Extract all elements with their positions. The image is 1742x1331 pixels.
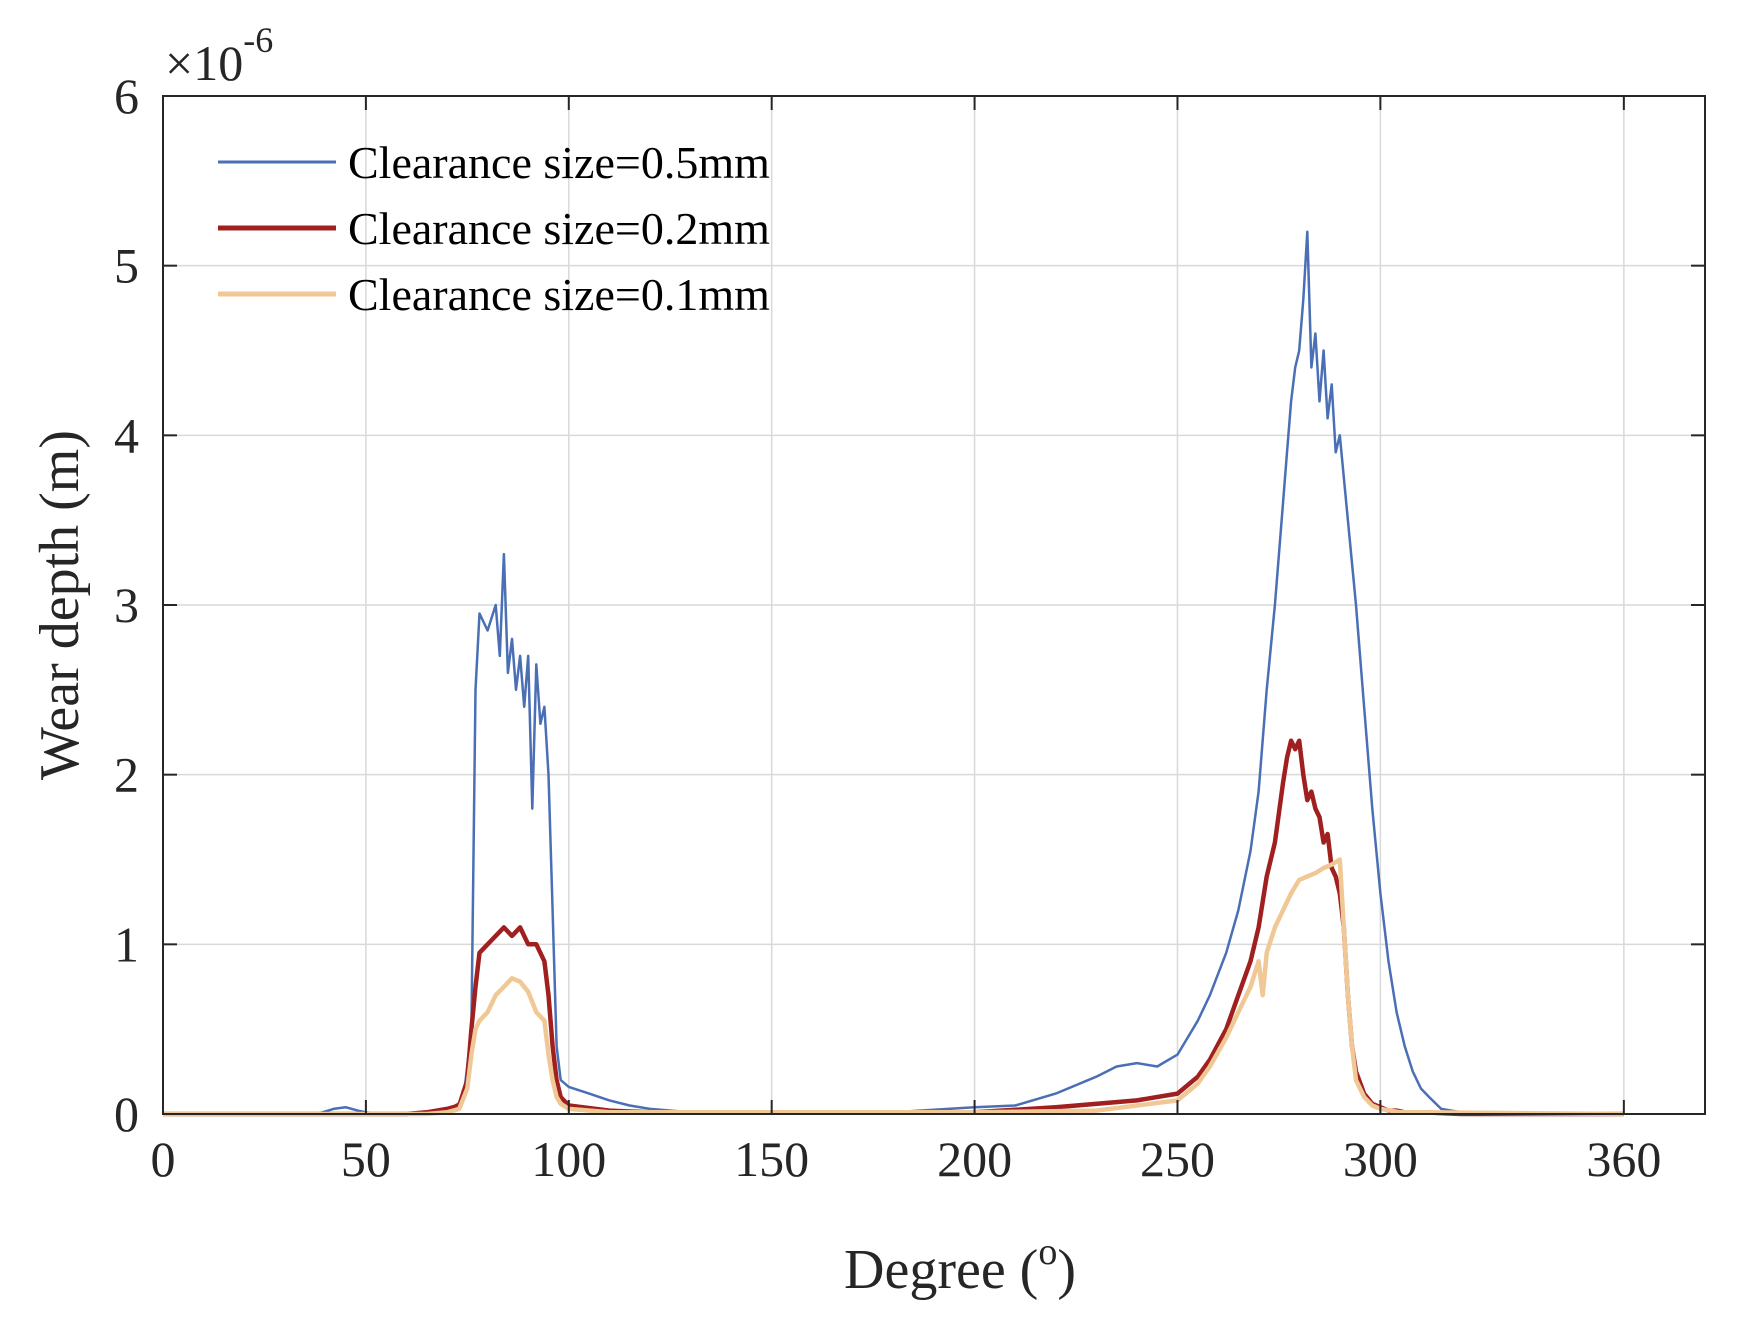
series-line-1 (163, 230, 1624, 1116)
x-tick-label: 360 (1586, 1131, 1661, 1187)
legend: Clearance size=0.5mm Clearance size=0.2mm… (218, 137, 770, 320)
x-tick-label: 50 (341, 1131, 391, 1187)
y-tick-label: 0 (114, 1086, 139, 1142)
x-tick-label: 0 (151, 1131, 176, 1187)
y-exponent-power: -6 (243, 20, 273, 60)
grid-lines (163, 96, 1705, 1114)
x-tick-label: 150 (734, 1131, 809, 1187)
x-tick-label: 200 (937, 1131, 1012, 1187)
y-tick-label: 6 (114, 68, 139, 124)
x-axis-title-degree: o (1038, 1231, 1057, 1273)
x-tick-label: 300 (1343, 1131, 1418, 1187)
y-tick-label: 1 (114, 916, 139, 972)
legend-label-3: Clearance size=0.1mm (348, 269, 770, 320)
y-tick-label: 3 (114, 577, 139, 633)
y-tick-label: 2 (114, 747, 139, 803)
y-axis-title: Wear depth (m) (29, 430, 91, 780)
series-line-3 (163, 857, 1624, 1117)
axis-ticks: 0 50 100 150 200 250 300 360 0 1 2 3 4 5 6 (114, 68, 1705, 1187)
x-tick-label: 100 (531, 1131, 606, 1187)
y-exponent: ×10-6 (165, 20, 273, 91)
y-tick-label: 5 (114, 238, 139, 294)
y-tick-label: 4 (114, 407, 139, 463)
x-tick-label: 250 (1140, 1131, 1215, 1187)
legend-label-2: Clearance size=0.2mm (348, 203, 770, 254)
x-axis-title: Degree (o) (844, 1231, 1076, 1301)
series-layer (163, 230, 1624, 1117)
legend-label-1: Clearance size=0.5mm (348, 137, 770, 188)
